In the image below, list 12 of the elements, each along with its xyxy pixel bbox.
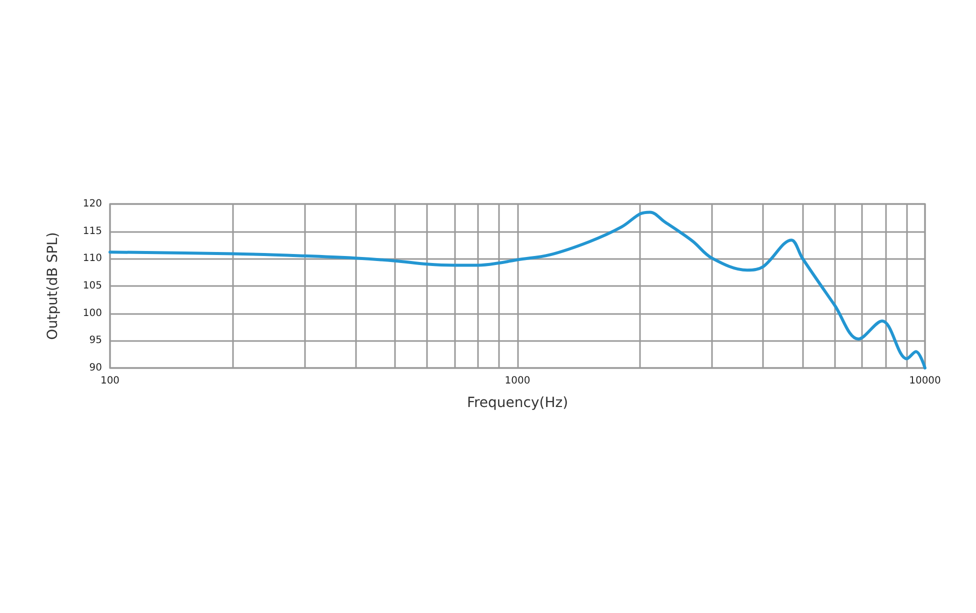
x-axis-title: Frequency(Hz) xyxy=(466,395,568,411)
y-tick-label: 120 xyxy=(82,198,102,210)
y-tick-label: 115 xyxy=(82,226,102,237)
y-tick-label: 90 xyxy=(89,362,102,374)
x-tick-label: 10000 xyxy=(909,376,941,386)
y-tick-label: 110 xyxy=(82,253,102,264)
x-tick-label: 1000 xyxy=(504,376,530,386)
y-tick-label: 100 xyxy=(82,308,102,319)
x-tick-label: 100 xyxy=(100,376,120,386)
y-tick-label: 95 xyxy=(89,335,102,346)
y-axis-title: Output(dB SPL) xyxy=(45,232,61,340)
y-tick-label: 105 xyxy=(82,280,102,292)
